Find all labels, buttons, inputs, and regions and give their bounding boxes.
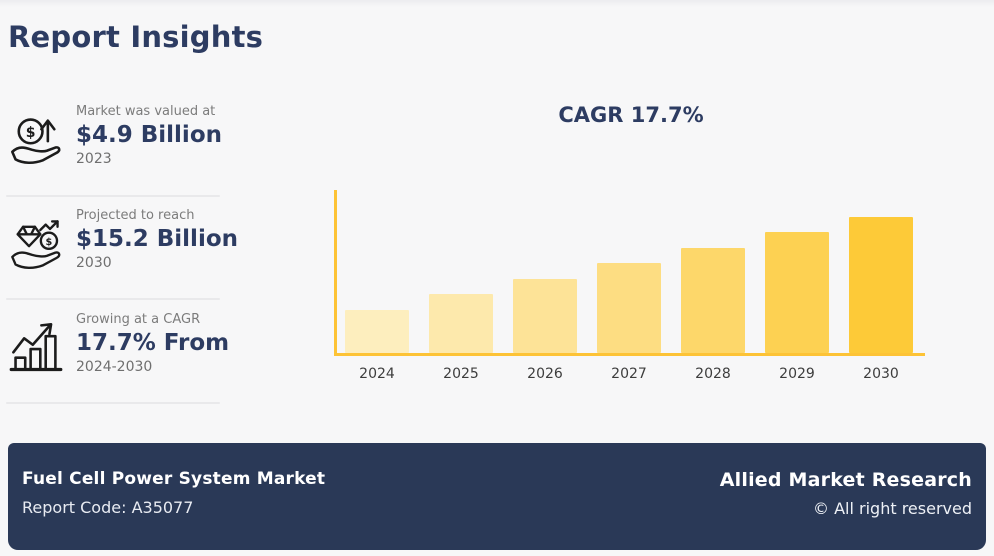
footer-left: Fuel Cell Power System Market Report Cod… xyxy=(22,469,325,550)
svg-text:$: $ xyxy=(26,125,36,141)
x-tick-2029: 2029 xyxy=(779,366,815,382)
bar-2025 xyxy=(429,294,493,353)
cagr-bar-chart-icon xyxy=(8,320,64,376)
page-title: Report Insights xyxy=(8,20,264,54)
x-tick-2030: 2030 xyxy=(863,366,899,382)
stat-market-valued: $ Market was valued at $4.9 Billion 2023 xyxy=(8,104,238,168)
stat-cagr: Growing at a CAGR 17.7% From 2024-2030 xyxy=(8,312,238,376)
bar-2029 xyxy=(765,232,829,353)
x-tick-2025: 2025 xyxy=(443,366,479,382)
stat-text-block: Projected to reach $15.2 Billion 2030 xyxy=(76,208,238,271)
svg-text:$: $ xyxy=(46,237,53,248)
stat-period: 2024-2030 xyxy=(76,359,153,376)
bar-2024 xyxy=(345,310,409,353)
stat-value: $4.9 Billion xyxy=(76,121,222,148)
hand-money-growth-icon: $ xyxy=(8,112,64,168)
stat-text-block: Market was valued at $4.9 Billion 2023 xyxy=(76,104,222,167)
market-name: Fuel Cell Power System Market xyxy=(22,469,326,489)
bar-2028 xyxy=(681,248,745,353)
stat-label: Market was valued at xyxy=(76,104,216,119)
divider xyxy=(6,298,220,300)
stat-label: Projected to reach xyxy=(76,208,195,223)
bar-2026 xyxy=(513,279,577,353)
stat-text-block: Growing at a CAGR 17.7% From 2024-2030 xyxy=(76,312,229,375)
report-code: Report Code: A35077 xyxy=(22,498,194,517)
brand-name: Allied Market Research xyxy=(719,469,972,491)
bar-2027 xyxy=(597,263,661,353)
footer-right: Allied Market Research © All right reser… xyxy=(720,469,972,550)
stat-value: 17.7% From xyxy=(76,329,230,356)
bar-2030 xyxy=(849,217,913,353)
x-tick-2028: 2028 xyxy=(695,366,731,382)
stat-projected: $ Projected to reach $15.2 Billion 2030 xyxy=(8,208,238,272)
x-tick-2024: 2024 xyxy=(359,366,395,382)
divider xyxy=(6,402,220,404)
footer-bar: Fuel Cell Power System Market Report Cod… xyxy=(8,443,986,550)
bar-chart-plot xyxy=(334,190,925,356)
stat-label: Growing at a CAGR xyxy=(76,312,201,327)
x-tick-2027: 2027 xyxy=(611,366,647,382)
stat-period: 2030 xyxy=(76,255,112,272)
stat-value: $15.2 Billion xyxy=(76,225,238,252)
divider xyxy=(6,195,220,197)
chart-title: CAGR 17.7% xyxy=(558,103,704,127)
bar-group xyxy=(345,217,913,353)
x-tick-2026: 2026 xyxy=(527,366,563,382)
x-axis-labels: 2024 2025 2026 2027 2028 2029 2030 xyxy=(345,366,913,382)
copyright-text: © All right reserved xyxy=(813,499,972,518)
hand-diamond-coin-icon: $ xyxy=(8,216,64,272)
stat-period: 2023 xyxy=(76,151,112,168)
